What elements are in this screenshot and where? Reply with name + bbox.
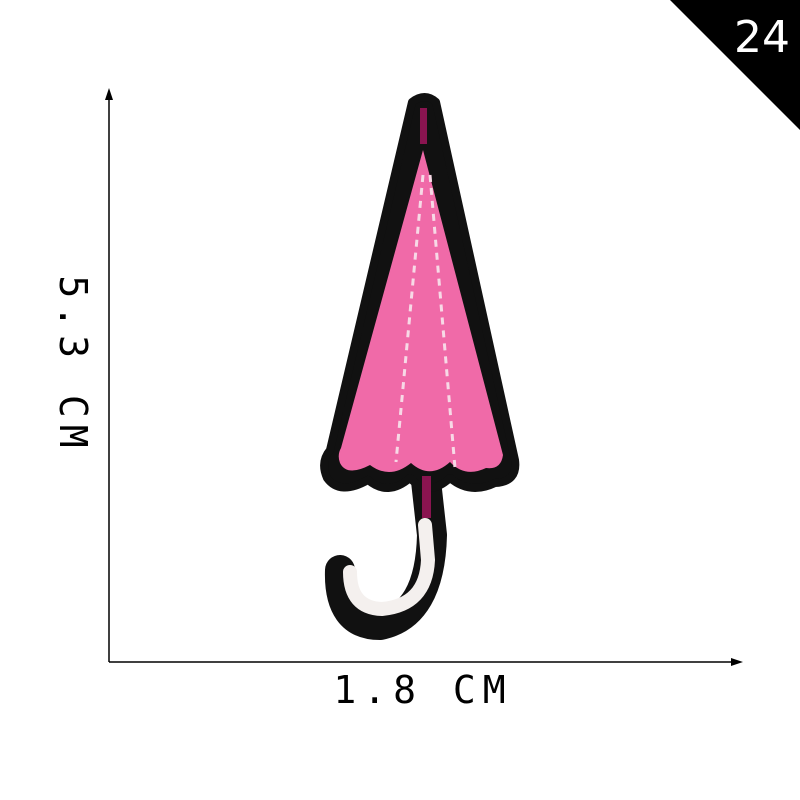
- horizontal-arrow-head: [731, 658, 743, 666]
- width-label: 1.8 CM: [333, 668, 513, 712]
- item-number: 24: [734, 12, 790, 63]
- vertical-arrow-head: [105, 88, 113, 100]
- corner-badge: [670, 0, 800, 130]
